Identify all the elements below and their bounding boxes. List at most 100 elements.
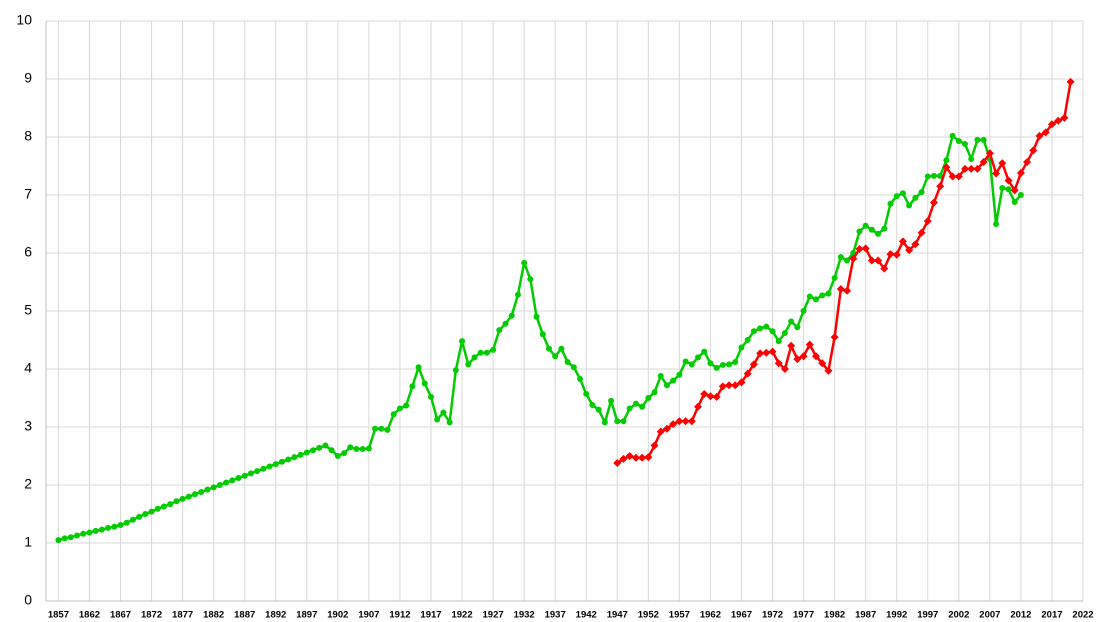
marker bbox=[918, 189, 925, 196]
marker bbox=[577, 375, 584, 382]
y-tick-label: 6 bbox=[24, 244, 32, 260]
marker bbox=[129, 516, 136, 523]
marker bbox=[613, 458, 622, 467]
x-tick-label: 1902 bbox=[327, 610, 348, 621]
marker bbox=[756, 349, 765, 358]
marker bbox=[452, 367, 459, 374]
marker bbox=[750, 328, 757, 335]
marker bbox=[923, 217, 932, 226]
marker bbox=[868, 226, 875, 233]
marker bbox=[384, 426, 391, 433]
marker bbox=[687, 417, 696, 426]
marker bbox=[74, 532, 81, 539]
x-tick-label: 1957 bbox=[669, 610, 690, 621]
marker bbox=[662, 424, 671, 433]
marker bbox=[1017, 192, 1024, 198]
marker bbox=[980, 136, 987, 143]
marker bbox=[706, 392, 715, 401]
marker bbox=[192, 491, 199, 498]
x-tick-label: 1967 bbox=[731, 610, 752, 621]
marker bbox=[762, 348, 771, 357]
marker bbox=[117, 522, 124, 529]
marker bbox=[508, 312, 515, 319]
marker bbox=[924, 173, 931, 180]
marker bbox=[731, 381, 740, 390]
marker bbox=[434, 416, 441, 423]
marker bbox=[160, 503, 167, 510]
marker bbox=[898, 237, 907, 246]
marker bbox=[855, 244, 864, 253]
marker bbox=[619, 454, 628, 463]
x-tick-label: 1892 bbox=[265, 610, 286, 621]
marker bbox=[911, 240, 920, 249]
marker bbox=[906, 202, 913, 209]
marker bbox=[974, 136, 981, 143]
marker bbox=[631, 453, 640, 462]
marker bbox=[123, 519, 130, 526]
x-tick-label: 1877 bbox=[172, 610, 193, 621]
marker bbox=[948, 172, 957, 181]
x-tick-label: 1947 bbox=[607, 610, 628, 621]
marker bbox=[347, 444, 354, 451]
marker bbox=[303, 449, 310, 456]
marker bbox=[837, 254, 844, 261]
y-tick-label: 8 bbox=[24, 128, 32, 144]
x-tick-label: 1977 bbox=[793, 610, 814, 621]
marker bbox=[496, 327, 503, 334]
series-line bbox=[58, 134, 1022, 542]
marker bbox=[626, 405, 633, 412]
x-tick-label: 2022 bbox=[1072, 610, 1093, 621]
x-tick-label: 1927 bbox=[483, 610, 504, 621]
marker bbox=[763, 323, 770, 330]
marker bbox=[712, 392, 721, 401]
y-tick-label: 5 bbox=[24, 302, 32, 318]
marker bbox=[521, 259, 528, 266]
marker bbox=[1004, 176, 1013, 185]
marker bbox=[875, 230, 882, 237]
x-tick-label: 1987 bbox=[855, 610, 876, 621]
marker bbox=[912, 194, 919, 201]
x-tick-label: 1982 bbox=[824, 610, 845, 621]
marker bbox=[992, 169, 1001, 178]
marker bbox=[322, 442, 329, 449]
marker bbox=[985, 149, 994, 158]
y-tick-label: 2 bbox=[24, 476, 32, 492]
x-tick-label: 1907 bbox=[358, 610, 379, 621]
marker bbox=[403, 402, 410, 409]
marker bbox=[819, 292, 826, 299]
marker bbox=[861, 244, 870, 253]
marker bbox=[849, 254, 858, 263]
marker bbox=[676, 371, 683, 378]
marker bbox=[774, 359, 783, 368]
marker bbox=[1041, 128, 1050, 137]
x-tick-label: 1962 bbox=[700, 610, 721, 621]
marker bbox=[805, 340, 814, 349]
x-tick-label: 1937 bbox=[545, 610, 566, 621]
marker bbox=[768, 347, 777, 356]
marker bbox=[421, 380, 428, 387]
marker bbox=[892, 250, 901, 259]
marker bbox=[968, 156, 975, 163]
marker bbox=[514, 291, 521, 298]
marker bbox=[707, 360, 714, 367]
marker bbox=[695, 354, 702, 361]
marker bbox=[663, 382, 670, 389]
marker bbox=[942, 163, 951, 172]
marker bbox=[893, 193, 900, 200]
x-tick-label: 1917 bbox=[420, 610, 441, 621]
marker bbox=[788, 318, 795, 325]
marker bbox=[757, 325, 764, 332]
marker bbox=[291, 454, 298, 461]
x-tick-label: 1862 bbox=[79, 610, 100, 621]
x-tick-label: 1932 bbox=[514, 610, 535, 621]
marker bbox=[167, 501, 174, 508]
marker bbox=[583, 390, 590, 397]
marker bbox=[154, 505, 161, 512]
marker bbox=[781, 330, 788, 337]
marker bbox=[880, 264, 889, 273]
marker bbox=[787, 341, 796, 350]
marker bbox=[929, 198, 938, 207]
x-tick-label: 1887 bbox=[234, 610, 255, 621]
marker bbox=[440, 409, 447, 416]
marker bbox=[780, 365, 789, 373]
